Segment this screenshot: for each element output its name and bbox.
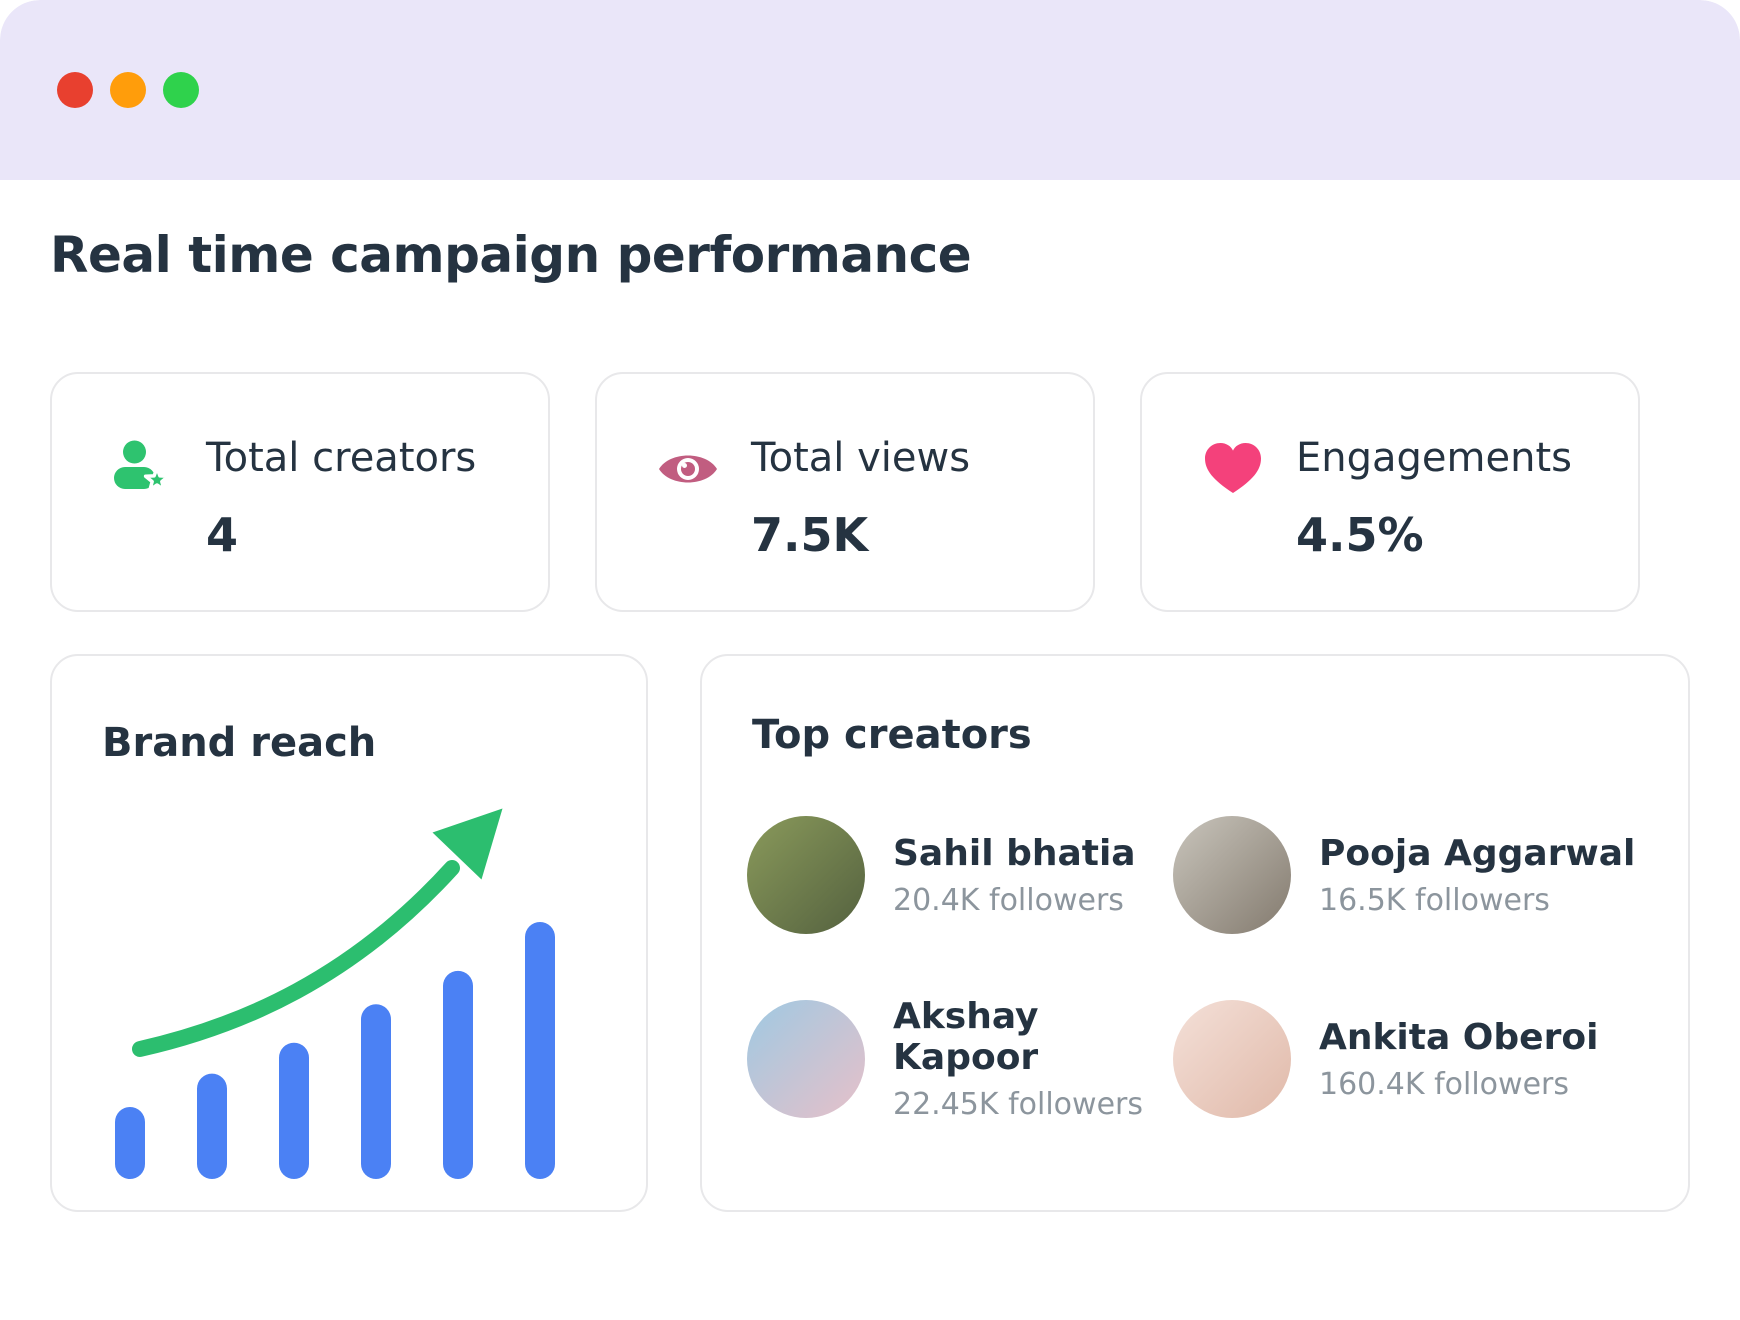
brand-reach-bar xyxy=(361,1004,391,1179)
trend-arrow-head xyxy=(432,808,503,880)
stat-value: 4 xyxy=(206,508,239,562)
brand-reach-card: Brand reach xyxy=(50,654,648,1212)
top-creators-title: Top creators xyxy=(752,712,1032,758)
minimize-button[interactable] xyxy=(110,72,146,108)
stat-card-engagements: Engagements 4.5% xyxy=(1140,372,1640,612)
brand-reach-bar xyxy=(197,1073,227,1179)
creator-followers: 22.45K followers xyxy=(893,1087,1143,1122)
trend-arrow-shaft xyxy=(132,860,460,1057)
close-button[interactable] xyxy=(57,72,93,108)
creator-name: Akshay Kapoor xyxy=(893,996,1039,1078)
traffic-lights xyxy=(0,0,1740,108)
window-titlebar xyxy=(0,0,1740,180)
creator-followers: 160.4K followers xyxy=(1319,1066,1569,1102)
creators-grid: Sahil bhatia 20.4K followers Pooja Aggar… xyxy=(747,816,1688,1122)
avatar xyxy=(1173,816,1291,934)
creator-name: Pooja Aggarwal xyxy=(1319,832,1636,874)
stat-value: 4.5% xyxy=(1296,508,1424,562)
creator-item[interactable]: Ankita Oberoi 160.4K followers xyxy=(1173,996,1688,1122)
avatar xyxy=(747,1000,865,1118)
avatar xyxy=(1173,1000,1291,1118)
stat-card-total-views: Total views 7.5K xyxy=(595,372,1095,612)
avatar xyxy=(747,816,865,934)
creator-name: Sahil bhatia xyxy=(893,832,1136,874)
person-star-icon xyxy=(114,440,171,492)
maximize-button[interactable] xyxy=(163,72,199,108)
eye-icon xyxy=(659,455,717,483)
stat-label: Engagements xyxy=(1296,435,1572,481)
page-title: Real time campaign performance xyxy=(50,226,972,284)
stat-value: 7.5K xyxy=(751,508,869,562)
brand-reach-title: Brand reach xyxy=(102,720,377,766)
heart-icon xyxy=(1205,443,1261,493)
stat-label: Total creators xyxy=(206,435,477,481)
brand-reach-bar xyxy=(279,1042,309,1179)
creator-followers: 20.4K followers xyxy=(893,882,1124,918)
top-creators-card: Top creators Sahil bhatia 20.4K follower… xyxy=(700,654,1690,1212)
stat-card-total-creators: Total creators 4 xyxy=(50,372,550,612)
main-row: Brand reach Top creators Sahil bhatia 20… xyxy=(50,654,1740,1212)
creator-item[interactable]: Pooja Aggarwal 16.5K followers xyxy=(1173,816,1688,934)
creator-item[interactable]: Akshay Kapoor 22.45K followers xyxy=(747,996,1173,1122)
creator-name: Ankita Oberoi xyxy=(1319,1016,1599,1058)
stats-row: Total creators 4 Total views 7.5K xyxy=(50,372,1740,612)
brand-reach-bar xyxy=(443,970,473,1179)
creator-followers: 16.5K followers xyxy=(1319,882,1550,918)
brand-reach-bar xyxy=(115,1107,145,1179)
brand-reach-bar xyxy=(525,922,555,1179)
brand-reach-chart xyxy=(115,808,555,1179)
stat-label: Total views xyxy=(751,435,971,481)
brand-reach-bars xyxy=(115,922,555,1179)
creator-item[interactable]: Sahil bhatia 20.4K followers xyxy=(747,816,1173,934)
